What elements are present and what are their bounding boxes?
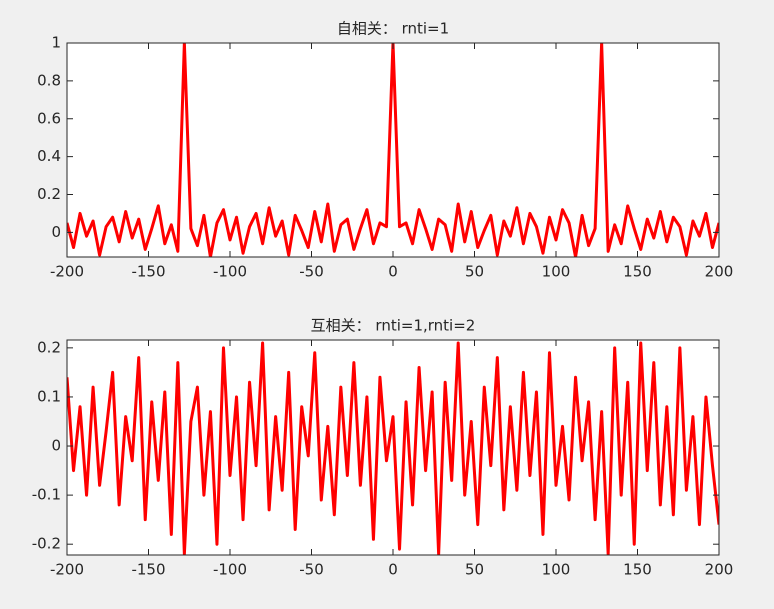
x-tick-label: 150 — [623, 263, 652, 281]
y-tick-label: -0.2 — [32, 535, 61, 553]
x-tick-label: 0 — [388, 263, 398, 281]
x-tick-label: 50 — [465, 561, 484, 579]
x-tick-label: 100 — [542, 561, 571, 579]
y-tick-label: -0.1 — [32, 486, 61, 504]
y-tick-label: 0.1 — [37, 387, 61, 405]
x-tick-label: -200 — [50, 263, 84, 281]
plot-area — [67, 340, 719, 555]
y-tick-label: 0.2 — [37, 185, 61, 203]
chart-title: 互相关： rnti=1,rnti=2 — [311, 317, 476, 335]
x-tick-label: -200 — [50, 561, 84, 579]
data-line — [67, 43, 719, 257]
x-tick-label: 200 — [705, 263, 734, 281]
y-tick-label: 0.6 — [37, 109, 61, 127]
x-tick-label: -100 — [213, 263, 247, 281]
data-line — [67, 341, 719, 555]
x-tick-label: -150 — [131, 263, 165, 281]
y-tick-label: 0.2 — [37, 338, 61, 356]
x-tick-label: -50 — [299, 561, 324, 579]
x-tick-label: 200 — [705, 561, 734, 579]
x-tick-label: 100 — [542, 263, 571, 281]
x-tick-label: -100 — [213, 561, 247, 579]
y-tick-label: 0 — [51, 437, 61, 455]
y-tick-label: 0.4 — [37, 147, 61, 165]
x-tick-label: 0 — [388, 561, 398, 579]
y-tick-label: 0.8 — [37, 71, 61, 89]
x-tick-label: -50 — [299, 263, 324, 281]
y-tick-label: 0 — [51, 223, 61, 241]
chart-title: 自相关： rnti=1 — [337, 20, 449, 38]
x-tick-label: 150 — [623, 561, 652, 579]
x-tick-label: 50 — [465, 263, 484, 281]
y-tick-label: 1 — [51, 34, 61, 52]
x-tick-label: -150 — [131, 561, 165, 579]
